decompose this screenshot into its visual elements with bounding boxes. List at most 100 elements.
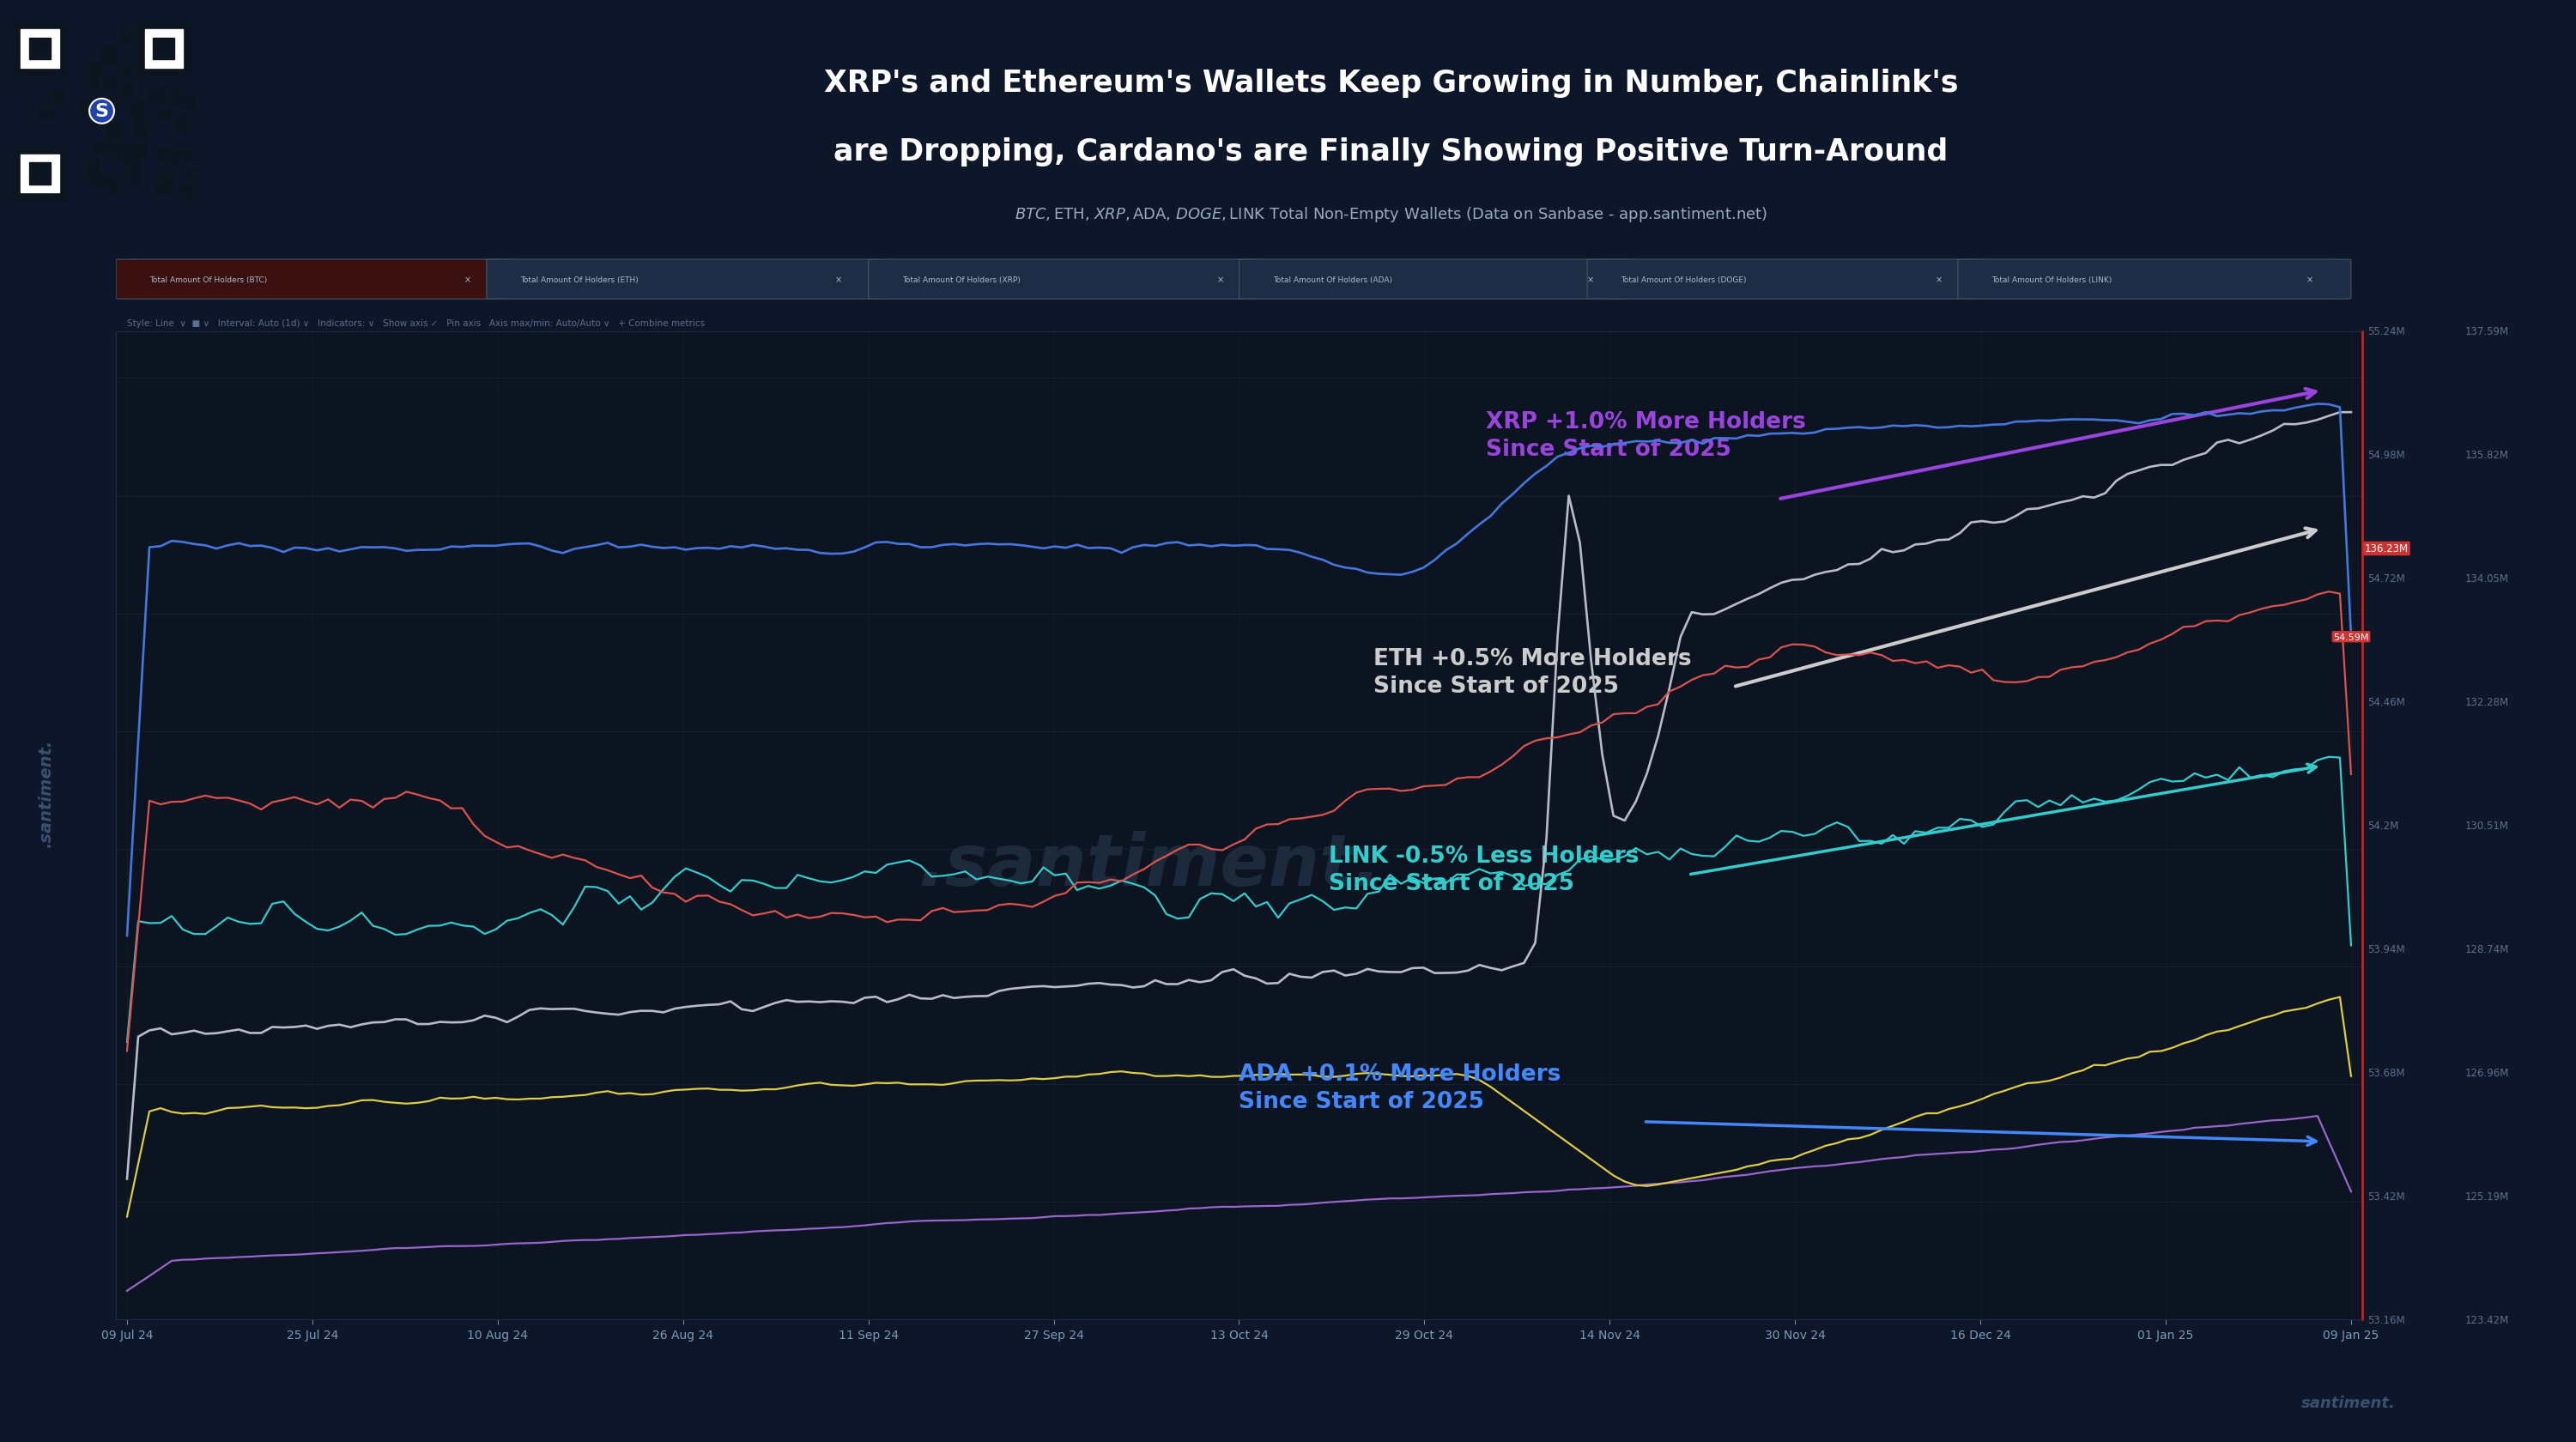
Text: 54.2M: 54.2M <box>2367 820 2398 831</box>
Text: 54.46M: 54.46M <box>2367 696 2406 708</box>
Text: 130.51M: 130.51M <box>2465 820 2509 831</box>
Text: $BTC, $ETH, $XRP, $ADA, $DOGE, $LINK Total Non-Empty Wallets (Data on Sanbase - : $BTC, $ETH, $XRP, $ADA, $DOGE, $LINK Tot… <box>1015 205 1767 225</box>
Text: Total Amount Of Holders (ETH): Total Amount Of Holders (ETH) <box>520 275 639 284</box>
Bar <box>134 118 149 131</box>
FancyBboxPatch shape <box>1239 260 1633 300</box>
Bar <box>178 147 191 160</box>
Text: 128.74M: 128.74M <box>2465 943 2509 955</box>
Bar <box>118 146 134 159</box>
Bar <box>28 39 52 61</box>
Text: 134.05M: 134.05M <box>2465 572 2509 584</box>
Bar <box>175 115 188 128</box>
Bar <box>49 91 64 104</box>
Text: 54.98M: 54.98M <box>2367 450 2406 460</box>
Text: 125.19M: 125.19M <box>2465 1191 2509 1201</box>
Bar <box>185 169 198 183</box>
Text: Total Amount Of Holders (LINK): Total Amount Of Holders (LINK) <box>1991 275 2112 284</box>
Text: 123.42M: 123.42M <box>2465 1314 2509 1325</box>
Text: .santiment.: .santiment. <box>39 738 54 848</box>
Bar <box>95 111 108 125</box>
Text: ADA +0.1% More Holders
Since Start of 2025: ADA +0.1% More Holders Since Start of 20… <box>1239 1063 1561 1112</box>
Bar <box>121 30 134 43</box>
Text: S: S <box>95 104 108 120</box>
Bar <box>77 101 93 115</box>
Bar <box>170 91 183 105</box>
Text: Total Amount Of Holders (XRP): Total Amount Of Holders (XRP) <box>902 275 1020 284</box>
Text: .santiment.: .santiment. <box>917 831 1381 900</box>
Bar <box>134 125 147 138</box>
Bar <box>157 182 170 196</box>
Bar <box>124 151 137 166</box>
Bar <box>13 147 67 202</box>
Text: ×: × <box>1587 275 1595 284</box>
Text: ×: × <box>2306 275 2313 284</box>
Bar <box>108 180 121 195</box>
Bar <box>88 62 100 76</box>
Bar <box>108 121 121 136</box>
Text: ETH +0.5% More Holders
Since Start of 2025: ETH +0.5% More Holders Since Start of 20… <box>1373 647 1692 698</box>
Text: 135.82M: 135.82M <box>2465 450 2509 460</box>
Bar <box>185 186 198 200</box>
Bar <box>129 102 144 115</box>
Bar <box>157 149 170 163</box>
Bar <box>170 151 183 164</box>
Bar <box>21 154 59 193</box>
Text: 53.68M: 53.68M <box>2367 1067 2403 1079</box>
Bar <box>108 125 121 138</box>
FancyBboxPatch shape <box>116 260 510 300</box>
Bar <box>13 22 67 76</box>
Bar <box>147 91 162 104</box>
Text: XRP +1.0% More Holders
Since Start of 2025: XRP +1.0% More Holders Since Start of 20… <box>1486 411 1806 460</box>
FancyBboxPatch shape <box>1587 260 1981 300</box>
Bar <box>28 163 52 185</box>
Text: 53.42M: 53.42M <box>2367 1191 2406 1201</box>
Text: Style: Line  ∨  ■ ∨   Interval: Auto (1d) ∨   Indicators: ∨   Show axis ✓   Pin : Style: Line ∨ ■ ∨ Interval: Auto (1d) ∨ … <box>126 319 706 327</box>
Bar <box>157 107 170 120</box>
Text: ×: × <box>835 275 842 284</box>
Bar <box>106 143 118 156</box>
Bar <box>103 52 116 66</box>
Bar <box>95 174 108 187</box>
Text: 55.24M: 55.24M <box>2367 326 2406 337</box>
Text: XRP's and Ethereum's Wallets Keep Growing in Number, Chainlink's: XRP's and Ethereum's Wallets Keep Growin… <box>824 69 1958 98</box>
Bar <box>126 157 142 170</box>
Bar <box>175 118 188 133</box>
Bar <box>93 141 108 156</box>
Bar <box>126 172 139 185</box>
Bar <box>21 30 59 69</box>
Bar <box>39 105 54 118</box>
Bar <box>155 88 167 102</box>
Bar <box>137 22 191 76</box>
Bar <box>144 30 183 69</box>
Text: 136.23M: 136.23M <box>2365 544 2409 555</box>
FancyBboxPatch shape <box>487 260 878 300</box>
Bar <box>85 170 98 185</box>
Bar <box>134 144 147 157</box>
Bar <box>121 82 134 97</box>
Bar <box>85 160 98 174</box>
Text: 54.59M: 54.59M <box>2334 633 2370 642</box>
Text: 53.16M: 53.16M <box>2367 1314 2406 1325</box>
Text: are Dropping, Cardano's are Finally Showing Positive Turn-Around: are Dropping, Cardano's are Finally Show… <box>835 137 1947 166</box>
FancyBboxPatch shape <box>868 260 1262 300</box>
Bar <box>100 46 113 61</box>
Text: LINK -0.5% Less Holders
Since Start of 2025: LINK -0.5% Less Holders Since Start of 2… <box>1329 845 1638 895</box>
Text: 126.96M: 126.96M <box>2465 1067 2509 1079</box>
Bar <box>85 75 98 89</box>
Text: 137.59M: 137.59M <box>2465 326 2509 337</box>
Text: Total Amount Of Holders (ADA): Total Amount Of Holders (ADA) <box>1273 275 1391 284</box>
Bar <box>183 95 196 110</box>
Bar <box>152 39 175 61</box>
Bar <box>108 97 121 111</box>
Text: 54.72M: 54.72M <box>2367 572 2406 584</box>
Bar <box>180 185 193 199</box>
Bar <box>160 174 175 187</box>
Bar <box>103 75 118 89</box>
Text: ×: × <box>1216 275 1224 284</box>
Text: Total Amount Of Holders (DOGE): Total Amount Of Holders (DOGE) <box>1620 275 1747 284</box>
Text: 132.28M: 132.28M <box>2465 696 2509 708</box>
Text: Total Amount Of Holders (BTC): Total Amount Of Holders (BTC) <box>149 275 268 284</box>
Text: ×: × <box>1935 275 1942 284</box>
Text: 53.94M: 53.94M <box>2367 943 2406 955</box>
Text: ×: × <box>464 275 471 284</box>
